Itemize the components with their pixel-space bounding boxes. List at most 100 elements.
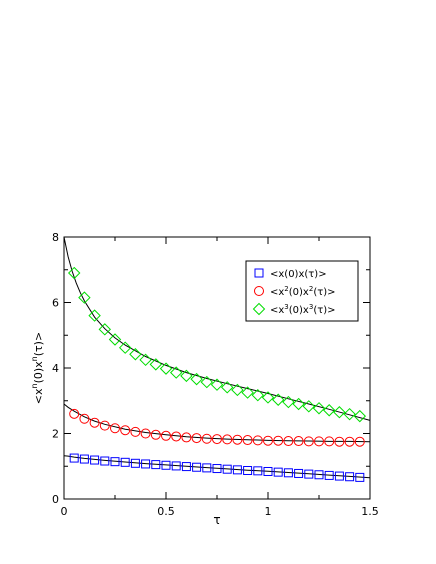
series-1-point [283,468,293,478]
series-3-point [149,358,163,371]
series-3-point [159,362,173,375]
series-2-point [212,434,222,445]
series-1-point [100,456,110,466]
series-2-point [201,433,212,444]
series-2-point [191,433,202,444]
series-3-point [200,375,214,389]
series-2-point [263,435,273,446]
series-3-point [139,353,152,367]
series-3-point [282,395,295,409]
fit-curves [63,236,371,479]
series-2-point [314,436,324,447]
y-tick-label: 8 [52,231,59,244]
series-1-point [355,472,365,482]
series-1-point [232,465,242,475]
series-2-point [69,408,80,419]
series-2-point [344,436,355,447]
series-2-point [130,426,141,437]
series-1-point [161,460,171,470]
series-2-point [283,436,294,447]
legend-box [245,260,359,322]
series-2-point [79,413,90,424]
series-1-point [345,472,355,482]
series-3-point [261,391,275,404]
series-1-point [171,461,181,471]
series-3-point [78,291,91,304]
series-1-point [314,470,324,480]
fit-curve-2 [63,403,371,443]
series-1-point [334,471,344,481]
series-2-point [150,429,161,440]
legend-label-2: <x2(0)x2(τ)> [270,285,336,298]
series-2-point [242,435,253,446]
series-2-point [110,423,120,434]
series-2-point [232,434,243,445]
series-3-point [292,397,305,411]
x-tick-label: 1.5 [361,505,379,518]
legend-label-3: <x3(0)x3(τ)> [270,303,336,316]
series-1-point [202,463,212,473]
series-1-point [212,464,222,474]
series-2-point [222,434,233,445]
y-tick-label: 2 [52,428,59,441]
series-2-point [171,431,182,442]
series-3-point [241,386,254,399]
fit-curve-1 [63,455,371,479]
series-2-point [273,435,284,446]
series-2-point [120,425,131,436]
fit-curve-3 [63,236,371,421]
series-3-point [333,406,346,419]
x-tick-label: 1 [265,505,272,518]
series-1-point [181,462,191,472]
series-3-point [108,333,122,346]
series-3-point [251,388,265,402]
series-1-point [263,466,273,476]
series-2-point [252,435,263,446]
series-3-point [129,348,142,361]
data-points [67,266,367,482]
series-2-point [140,428,151,439]
series-3-point [231,383,244,397]
legend-marker-1 [254,268,264,278]
series-3-point [88,309,101,322]
series-3-point [190,372,203,386]
series-1-point [273,467,283,477]
series-2-point [161,430,171,441]
series-3-point [118,341,132,354]
series-2-point [89,417,100,428]
series-3-point [353,409,367,423]
series-2-point [354,436,365,447]
series-3-point [169,366,183,379]
series-1-point [130,458,140,468]
axis-ticks: 0 0.5 1 1.5 0 2 4 6 8 [52,231,379,518]
series-3-point [220,381,234,394]
series-1-point [304,469,314,479]
series-2-point [99,420,110,431]
y-tick-label: 0 [52,493,59,506]
series-1-point [90,455,100,465]
series-3-point [98,323,112,336]
series-1-point [192,462,202,472]
series-1-point [69,453,79,463]
series-2-point [334,436,345,447]
series-1-point [79,454,89,464]
x-axis-label: τ [213,513,220,527]
y-axis-label: <xn(0)xn(τ)> [30,332,45,404]
y-tick-label: 6 [52,297,59,310]
legend-marker-3 [252,302,266,316]
series-1-point [222,464,232,474]
svg-text:<xn(0)xn(τ)>: <xn(0)xn(τ)> [30,332,45,404]
series-1-point [253,466,263,476]
legend-label-1: <x(0)x(τ)> [270,269,327,280]
series-2-point [303,436,314,447]
series-1-point [110,457,120,467]
series-2-point [293,436,304,447]
series-3-point [67,266,81,280]
series-1-point [243,466,253,476]
x-tick-label: 0 [61,505,68,518]
series-3-point [322,404,336,417]
y-tick-label: 4 [52,362,59,375]
series-1-point [120,457,130,467]
series-3-point [180,369,193,383]
